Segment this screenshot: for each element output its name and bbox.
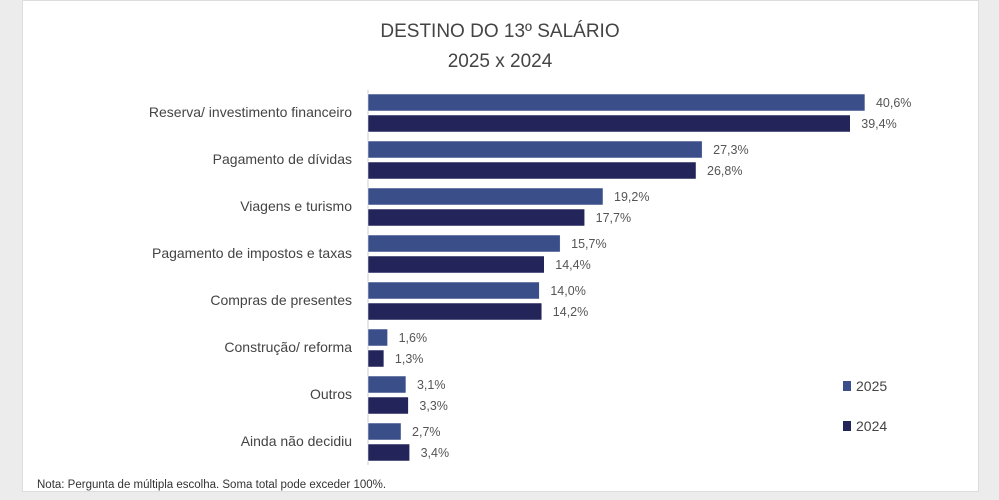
data-label-2025: 19,2% — [614, 190, 649, 204]
data-label-2024: 39,4% — [861, 117, 896, 131]
data-label-2024: 14,2% — [553, 305, 588, 319]
data-label-2025: 14,0% — [550, 284, 585, 298]
bar-2024 — [367, 443, 410, 462]
category-label: Pagamento de impostos e taxas — [152, 245, 352, 261]
legend-swatch-2025 — [843, 381, 851, 391]
category-label: Compras de presentes — [210, 292, 352, 308]
data-label-2025: 3,1% — [417, 378, 446, 392]
bar-2025 — [367, 328, 388, 347]
bar-2024 — [367, 302, 543, 321]
bar-2025 — [367, 187, 604, 206]
data-label-2024: 17,7% — [596, 211, 631, 225]
bar-2024 — [367, 161, 697, 180]
data-label-2024: 26,8% — [707, 164, 742, 178]
bar-2025 — [367, 422, 402, 441]
chart-subtitle: 2025 x 2024 — [448, 51, 553, 72]
category-label: Reserva/ investimento financeiro — [149, 104, 352, 120]
data-label-2025: 27,3% — [713, 143, 748, 157]
bar-2024 — [367, 208, 585, 227]
data-label-2025: 1,6% — [399, 331, 428, 345]
bar-2024 — [367, 114, 851, 133]
bar-2024 — [367, 255, 545, 274]
category-label: Viagens e turismo — [240, 198, 352, 214]
bar-2025 — [367, 375, 407, 394]
data-label-2025: 40,6% — [876, 96, 911, 110]
category-label: Pagamento de dívidas — [213, 151, 352, 167]
legend-swatch-2024 — [843, 421, 851, 431]
bar-2025 — [367, 234, 561, 253]
bar-2025 — [367, 140, 703, 159]
data-label-2024: 3,3% — [419, 399, 448, 413]
data-label-2025: 15,7% — [571, 237, 606, 251]
footnote: Nota: Pergunta de múltipla escolha. Soma… — [37, 479, 386, 491]
category-label: Ainda não decidiu — [241, 433, 352, 449]
category-label: Outros — [310, 386, 352, 402]
legend-label-2025: 2025 — [856, 378, 887, 394]
category-label: Construção/ reforma — [224, 339, 352, 355]
data-label-2024: 1,3% — [395, 352, 424, 366]
bar-2024 — [367, 349, 385, 368]
data-label-2025: 2,7% — [412, 425, 441, 439]
data-label-2024: 3,4% — [421, 446, 450, 460]
data-label-2024: 14,4% — [555, 258, 590, 272]
chart-title: DESTINO DO 13º SALÁRIO — [380, 21, 619, 42]
bar-2024 — [367, 396, 409, 415]
bar-2025 — [367, 281, 540, 300]
legend-label-2024: 2024 — [856, 418, 887, 434]
bar-2025 — [367, 93, 866, 112]
